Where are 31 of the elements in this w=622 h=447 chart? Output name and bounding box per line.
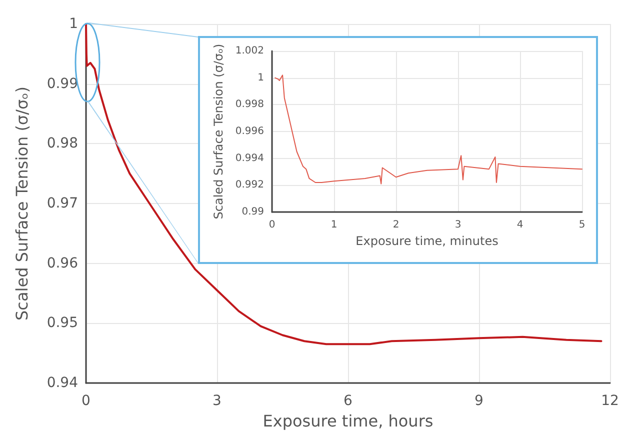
y-tick-label: 0.96: [46, 255, 78, 272]
x-axis-title: Exposure time, hours: [262, 412, 434, 431]
line-series: [85, 23, 602, 346]
y-tick-label: 0.97: [46, 196, 78, 212]
y-tick-label: 0.992: [235, 180, 264, 191]
x-tick-label: 2: [392, 220, 400, 230]
x-tick-label: 1: [330, 220, 338, 230]
y-tick-label: 0.994: [235, 152, 264, 164]
y-axis-title: Scaled Surface Tension (σ/σₒ): [211, 44, 226, 220]
y-tick-label: 1.002: [235, 46, 264, 56]
y-tick-label: 0.94: [46, 375, 78, 391]
x-tick-label: 0: [268, 220, 276, 230]
y-tick-label: 1: [69, 16, 78, 32]
x-tick-label: 0: [82, 393, 90, 410]
line-series: [274, 74, 582, 184]
x-tick-label: 9: [474, 393, 484, 410]
y-tick-label: 0.95: [46, 315, 78, 332]
y-tick-label: 0.998: [235, 99, 264, 110]
x-tick-label: 4: [516, 220, 524, 230]
y-tick-label: 0.996: [235, 126, 264, 137]
y-tick-label: 0.99: [242, 206, 264, 218]
x-tick-label: 3: [454, 220, 462, 230]
y-tick-label: 0.98: [46, 136, 78, 152]
x-tick-label: 5: [578, 220, 586, 230]
x-tick-label: 3: [212, 393, 222, 410]
x-tick-label: 6: [344, 393, 353, 410]
y-tick-label: 0.99: [46, 76, 78, 92]
y-axis-title: Scaled Surface Tension (σ/σₒ): [12, 86, 32, 320]
x-tick-label: 12: [601, 393, 619, 410]
y-tick-label: 1: [258, 72, 264, 84]
x-axis-title: Exposure time, minutes: [356, 234, 498, 248]
